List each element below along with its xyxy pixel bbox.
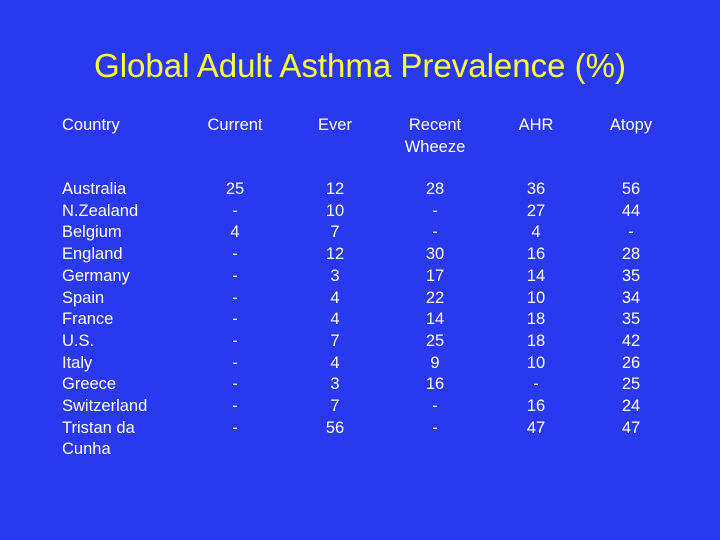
recent-wheeze-cell: - <box>432 223 438 242</box>
ever-cell: 4 <box>330 288 340 307</box>
current-header: Current <box>207 116 263 134</box>
current-cell: - <box>232 397 238 416</box>
atopy-cell: 34 <box>621 288 641 307</box>
countries-cell: U.S. <box>62 331 95 350</box>
current-cell: - <box>232 331 238 350</box>
countries-cell: Belgium <box>62 223 122 242</box>
atopy-cell: 56 <box>621 180 641 198</box>
ever-cell: 12 <box>325 245 345 264</box>
ever-cell: 3 <box>330 375 340 394</box>
recent-wheeze-cell: - <box>432 201 438 220</box>
recent-wheeze-cell: 28 <box>425 180 445 198</box>
ahr-cell: 16 <box>526 397 546 416</box>
atopy-cell: 42 <box>621 331 641 350</box>
ever-cell: 4 <box>330 353 340 372</box>
current-cell: - <box>232 288 238 307</box>
countries-cell: Australia <box>62 180 127 198</box>
ahr-cell: 18 <box>526 310 546 329</box>
recent-wheeze-header-line2: Wheeze <box>404 137 466 156</box>
countries-cell: N.Zealand <box>62 201 139 220</box>
recent-wheeze-cell: 22 <box>425 288 445 307</box>
current-cells: 25 - 4 - - - - - - - - - <box>195 179 275 439</box>
ahr-cell: 4 <box>531 223 541 242</box>
atopy-cell: 24 <box>621 397 641 416</box>
countries-cell: France <box>62 310 114 329</box>
atopy-cell: 25 <box>621 375 641 394</box>
atopy-cell: 44 <box>621 201 641 220</box>
atopy-cell: 26 <box>621 353 641 372</box>
current-cell: - <box>232 266 238 285</box>
current-cell: - <box>232 375 238 394</box>
ahr-cell: 47 <box>526 418 546 437</box>
current-cell: 4 <box>230 223 240 242</box>
ever-cell: 4 <box>330 310 340 329</box>
recent-wheeze-cell: 30 <box>425 245 445 264</box>
ever-cells: 12 10 7 12 3 4 4 7 4 3 7 56 <box>295 179 375 439</box>
ahr-cell: 27 <box>526 201 546 220</box>
ever-cell: 7 <box>330 331 340 350</box>
current-cell: - <box>232 353 238 372</box>
ahr-cell: 10 <box>526 353 546 372</box>
countries-cell: Cunha <box>62 440 111 459</box>
ahr-cell: 10 <box>526 288 546 307</box>
countries-cell: Italy <box>62 353 93 372</box>
countries-cell: Greece <box>62 375 117 394</box>
countries-cell: Switzerland <box>62 397 148 416</box>
countries-cell: Spain <box>62 288 105 307</box>
atopy-header: Atopy <box>609 116 653 134</box>
country-header: Country <box>62 116 120 134</box>
ahr-header: AHR <box>518 116 554 134</box>
current-cell: - <box>232 310 238 329</box>
atopy-cell: 28 <box>621 245 641 264</box>
recent-wheeze-cell: - <box>432 397 438 416</box>
ahr-cell: - <box>533 375 539 394</box>
current-cell: - <box>232 245 238 264</box>
ahr-cells: 36 27 4 16 14 10 18 18 10 - 16 47 <box>496 179 576 439</box>
recent-wheeze-cell: 17 <box>425 266 445 285</box>
ahr-cell: 18 <box>526 331 546 350</box>
ahr-cell: 16 <box>526 245 546 264</box>
recent-wheeze-cell: 16 <box>425 375 445 394</box>
ever-cell: 7 <box>330 223 340 242</box>
recent-wheeze-cells: 28 - - 30 17 22 14 25 9 16 - - <box>390 179 480 439</box>
recent-wheeze-cell: 9 <box>430 353 440 372</box>
current-cell: 25 <box>225 180 245 198</box>
ahr-cell: 14 <box>526 266 546 285</box>
atopy-cell: 35 <box>621 310 641 329</box>
ever-cell: 10 <box>325 201 345 220</box>
ever-cell: 7 <box>330 397 340 416</box>
recent-wheeze-header-line1: Recent <box>408 116 462 134</box>
ever-cell: 56 <box>325 418 345 437</box>
ahr-cell: 36 <box>526 180 546 198</box>
atopy-cells: 56 44 - 28 35 34 35 42 26 25 24 47 <box>591 179 671 439</box>
country-cells: Australia N.Zealand Belgium England Germany S… <box>62 179 147 461</box>
atopy-cell: 47 <box>621 418 641 437</box>
recent-wheeze-cell: 14 <box>425 310 445 329</box>
recent-wheeze-cell: 25 <box>425 331 445 350</box>
ever-cell: 3 <box>330 266 340 285</box>
ever-cell: 12 <box>325 180 345 198</box>
current-cell: - <box>232 201 238 220</box>
atopy-cell: 35 <box>621 266 641 285</box>
countries-cell: Tristan da <box>62 418 135 437</box>
countries-cell: Germany <box>62 266 130 285</box>
atopy-cell: - <box>628 223 634 242</box>
countries-cell: England <box>62 245 123 264</box>
slide-title: Global Adult Asthma Prevalence (%) <box>94 47 626 84</box>
current-cell: - <box>232 418 238 437</box>
recent-wheeze-header: Recent Wheeze <box>390 115 480 158</box>
recent-wheeze-cell: - <box>432 418 438 437</box>
ever-header: Ever <box>318 116 352 134</box>
